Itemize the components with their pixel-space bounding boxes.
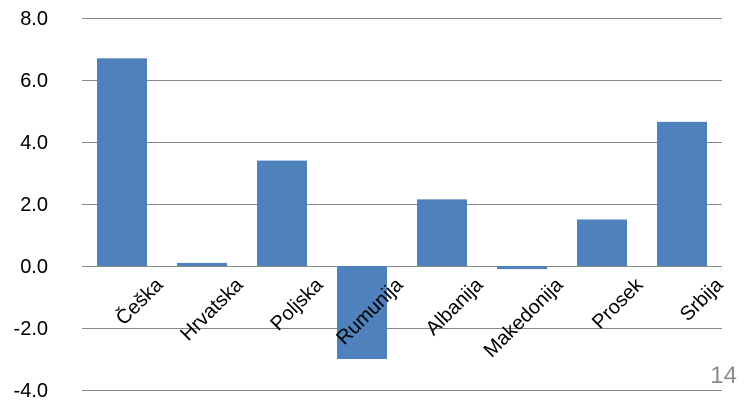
x-tick-label: Hrvatska <box>176 273 248 345</box>
y-tick-label: -2.0 <box>14 318 48 340</box>
y-tick-label: 4.0 <box>20 132 48 154</box>
bar-češka <box>97 58 147 266</box>
bar-makedonija <box>497 266 547 270</box>
page-number: 14 <box>710 362 737 389</box>
y-tick-label: 0.0 <box>20 256 48 278</box>
x-tick-label: Poljska <box>266 273 328 335</box>
y-tick-label: 8.0 <box>20 8 48 30</box>
bar-poljska <box>257 160 307 266</box>
x-tick-label: Prosek <box>588 273 648 333</box>
y-tick-label: 6.0 <box>20 70 48 92</box>
x-tick-label: Albanija <box>422 273 488 339</box>
bar-hrvatska <box>177 262 227 266</box>
bar-prosek <box>577 219 627 266</box>
x-tick-label: Češka <box>111 273 168 330</box>
bar-srbija <box>657 121 707 266</box>
x-tick-label: Makedonija <box>480 273 569 362</box>
bar-albanija <box>417 199 467 266</box>
bar-rumunija <box>337 266 387 359</box>
y-tick-label: -4.0 <box>14 380 48 398</box>
y-tick-label: 2.0 <box>20 194 48 216</box>
x-tick-label: Srbija <box>676 273 728 325</box>
